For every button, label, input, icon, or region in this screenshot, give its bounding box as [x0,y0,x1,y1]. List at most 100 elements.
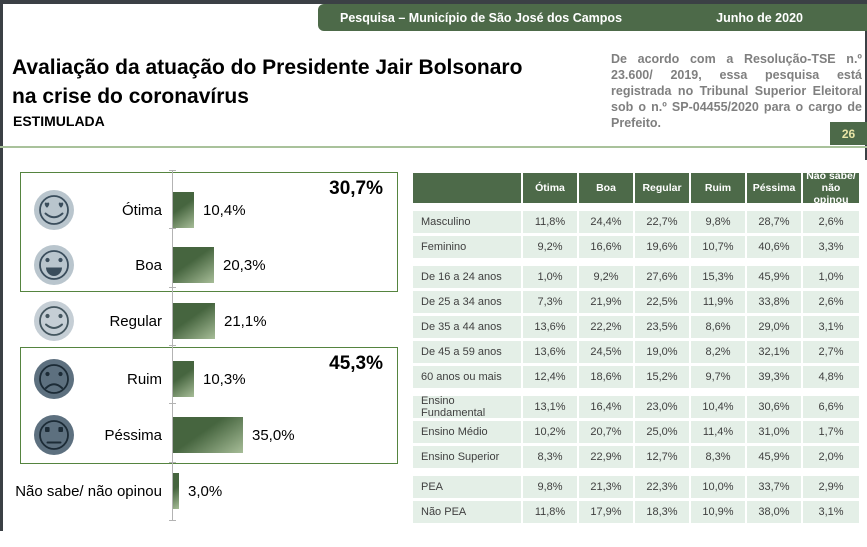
table-row-label: PEA [413,476,521,498]
table-value-cell: 11,4% [691,421,745,443]
value-label: 20,3% [223,256,266,274]
table-value-cell: 38,0% [747,501,801,523]
negative-group-box: 45,3% [20,347,398,464]
table-value-cell: 40,6% [747,236,801,258]
chart-row: Não sabe/ não opinou 3,0% [10,463,405,519]
value-label: 10,4% [203,201,246,219]
bar [173,417,243,453]
page-title-line1: Avaliação da atuação do Presidente Jair … [12,56,523,79]
table-column-header: Ótima [523,173,577,203]
table-value-cell: 13,1% [523,396,577,418]
bar [173,361,194,397]
table-row-label: De 45 a 59 anos [413,341,521,363]
header-divider-rule [0,146,867,148]
positive-group-total: 30,7% [329,178,383,199]
table-row: De 35 a 44 anos 13,6% 22,2% 23,5% 8,6% 29,0% 3… [413,316,859,338]
page-subtitle: ESTIMULADA [13,113,105,129]
table-value-cell: 20,7% [579,421,633,443]
table-value-cell: 24,4% [579,211,633,233]
page-number-badge: 26 [830,122,867,145]
survey-date: Junho de 2020 [716,10,803,25]
table-value-cell: 8,6% [691,316,745,338]
table-value-cell: 9,8% [523,476,577,498]
table-value-cell: 39,3% [747,366,801,388]
top-edge-border [0,0,867,4]
header-bar: Pesquisa – Município de São José dos Cam… [318,4,867,31]
bar [173,192,194,228]
table-value-cell: 9,2% [523,236,577,258]
axis-tick [169,170,176,171]
table-value-cell: 28,7% [747,211,801,233]
table-value-cell: 16,4% [579,396,633,418]
table-value-cell: 29,0% [747,316,801,338]
table-value-cell: 45,9% [747,446,801,468]
table-value-cell: 21,3% [579,476,633,498]
table-value-cell: 3,3% [803,236,859,258]
chart-row: Ruim 10,3% [10,351,405,407]
category-label: Boa [135,256,162,274]
table-value-cell: 18,6% [579,366,633,388]
table-value-cell: 8,2% [691,341,745,363]
table-value-cell: 3,1% [803,501,859,523]
chart-row: Boa 20,3% [10,237,405,293]
table-row: Não PEA 11,8% 17,9% 18,3% 10,9% 38,0% 3,1% [413,501,859,523]
table-value-cell: 8,3% [691,446,745,468]
table-row: De 25 a 34 anos 7,3% 21,9% 22,5% 11,9% 33,8% 2… [413,291,859,313]
table-value-cell: 9,2% [579,266,633,288]
table-column-header: Boa [579,173,633,203]
table-row: Ensino Fundamental 13,1% 16,4% 23,0% 10,4% 30… [413,395,859,419]
table-row-label: Ensino Fundamental [413,395,521,419]
right-edge-border [865,0,867,160]
table-value-cell: 10,4% [691,396,745,418]
table-value-cell: 11,8% [523,501,577,523]
tse-registration-note: De acordo com a Resolução-TSE n.º 23.600… [611,52,862,130]
table-value-cell: 22,5% [635,291,689,313]
crosstab-table: Ótima Boa Regular Ruim Péssima Não sabe/ não … [413,170,859,526]
table-row: 60 anos ou mais 12,4% 18,6% 15,2% 9,7% 39,3% 4… [413,366,859,388]
table-value-cell: 9,7% [691,366,745,388]
chart-row: Ótima 10,4% [10,182,405,238]
axis-tick [169,228,176,229]
axis-tick [169,287,176,288]
table-row: De 45 a 59 anos 13,6% 24,5% 19,0% 8,2% 32,1% 2… [413,341,859,363]
table-value-cell: 27,6% [635,266,689,288]
neutral-face-icon [32,413,76,457]
table-row-label: Ensino Médio [413,421,521,443]
table-value-cell: 22,2% [579,316,633,338]
table-column-header: Regular [635,173,689,203]
value-label: 35,0% [252,426,295,444]
axis-tick [169,345,176,346]
table-corner-cell [413,173,521,203]
page-title: Avaliação da atuação do Presidente Jair … [12,53,572,111]
category-label: Ótima [121,201,162,219]
value-label: 10,3% [203,370,246,388]
heart-eyes-face-icon [32,188,76,232]
table-row-label: Feminino [413,236,521,258]
table-value-cell: 45,9% [747,266,801,288]
table-value-cell: 3,1% [803,316,859,338]
axis-tick [169,403,176,404]
frowning-face-icon [32,357,76,401]
table-value-cell: 19,0% [635,341,689,363]
table-value-cell: 16,6% [579,236,633,258]
table-row: PEA 9,8% 21,3% 22,3% 10,0% 33,7% 2,9% [413,476,859,498]
table-value-cell: 32,1% [747,341,801,363]
table-value-cell: 13,6% [523,316,577,338]
table-value-cell: 25,0% [635,421,689,443]
smiling-face-icon [32,299,76,343]
table-header-row: Ótima Boa Regular Ruim Péssima Não sabe/ não … [413,170,859,206]
bar [173,303,215,339]
table-value-cell: 10,7% [691,236,745,258]
positive-group-box: 30,7% [20,172,398,292]
table-value-cell: 8,3% [523,446,577,468]
table-value-cell: 2,9% [803,476,859,498]
table-value-cell: 15,2% [635,366,689,388]
table-value-cell: 30,6% [747,396,801,418]
table-value-cell: 23,5% [635,316,689,338]
table-value-cell: 12,7% [635,446,689,468]
table-value-cell: 22,3% [635,476,689,498]
table-row-label: Ensino Superior [413,446,521,468]
table-value-cell: 2,6% [803,211,859,233]
table-row: Masculino 11,8% 24,4% 22,7% 9,8% 28,7% 2,6% [413,211,859,233]
